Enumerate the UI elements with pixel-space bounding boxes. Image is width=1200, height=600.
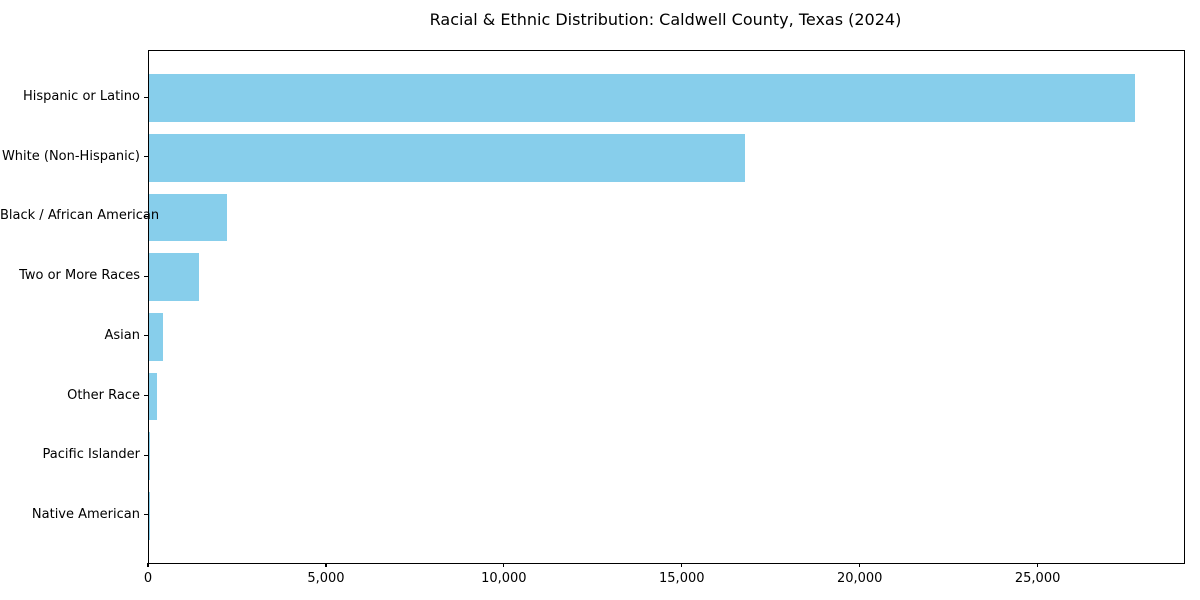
y-tick-mark-hispanic-or-latino	[144, 96, 148, 98]
y-tick-label-asian: Asian	[104, 327, 140, 343]
y-tick-mark-white-non-hispanic	[144, 156, 148, 158]
bar-other-race	[149, 372, 158, 421]
y-tick-label-native-american: Native American	[31, 506, 140, 522]
x-tick-mark-5000	[325, 563, 327, 568]
x-tick-label-25000: 25,000	[1014, 571, 1061, 586]
x-tick-label-20000: 20,000	[836, 571, 883, 586]
chart-title: Racial & Ethnic Distribution: Caldwell C…	[429, 10, 902, 29]
x-tick-mark-20000	[859, 563, 861, 568]
x-tick-mark-25000	[1037, 563, 1039, 568]
plot-area	[148, 50, 1185, 564]
y-tick-mark-two-or-more-races	[144, 275, 148, 277]
x-tick-mark-0	[147, 563, 149, 568]
y-tick-mark-asian	[144, 335, 148, 337]
x-tick-mark-10000	[503, 563, 505, 568]
x-tick-label-0: 0	[143, 571, 153, 586]
bar-black-african-american	[149, 193, 228, 242]
bar-hispanic-or-latino	[149, 74, 1135, 122]
x-tick-label-15000: 15,000	[659, 571, 705, 586]
y-tick-label-black-african-american: Black / African American	[0, 208, 160, 224]
bar-white-non-hispanic	[149, 133, 746, 182]
y-tick-mark-other-race	[144, 394, 148, 397]
bar-asian	[149, 312, 163, 361]
y-tick-label-two-or-more-races: Two or More Races	[19, 268, 140, 284]
y-tick-label-hispanic-or-latino: Hispanic or Latino	[22, 89, 140, 105]
y-tick-mark-black-african-american	[144, 215, 148, 218]
x-tick-label-5000: 5,000	[307, 571, 345, 586]
x-tick-label-10000: 10,000	[481, 571, 527, 586]
y-tick-label-other-race: Other Race	[67, 387, 140, 403]
x-tick-mark-15000	[681, 563, 683, 568]
y-tick-label-pacific-islander: Pacific Islander	[42, 447, 140, 463]
bar-pacific-islander	[149, 432, 150, 481]
y-tick-mark-native-american	[144, 514, 148, 516]
bar-two-or-more-races	[149, 253, 199, 302]
y-tick-mark-pacific-islander	[144, 454, 148, 456]
y-tick-label-white-non-hispanic: White (Non-Hispanic)	[1, 148, 140, 164]
